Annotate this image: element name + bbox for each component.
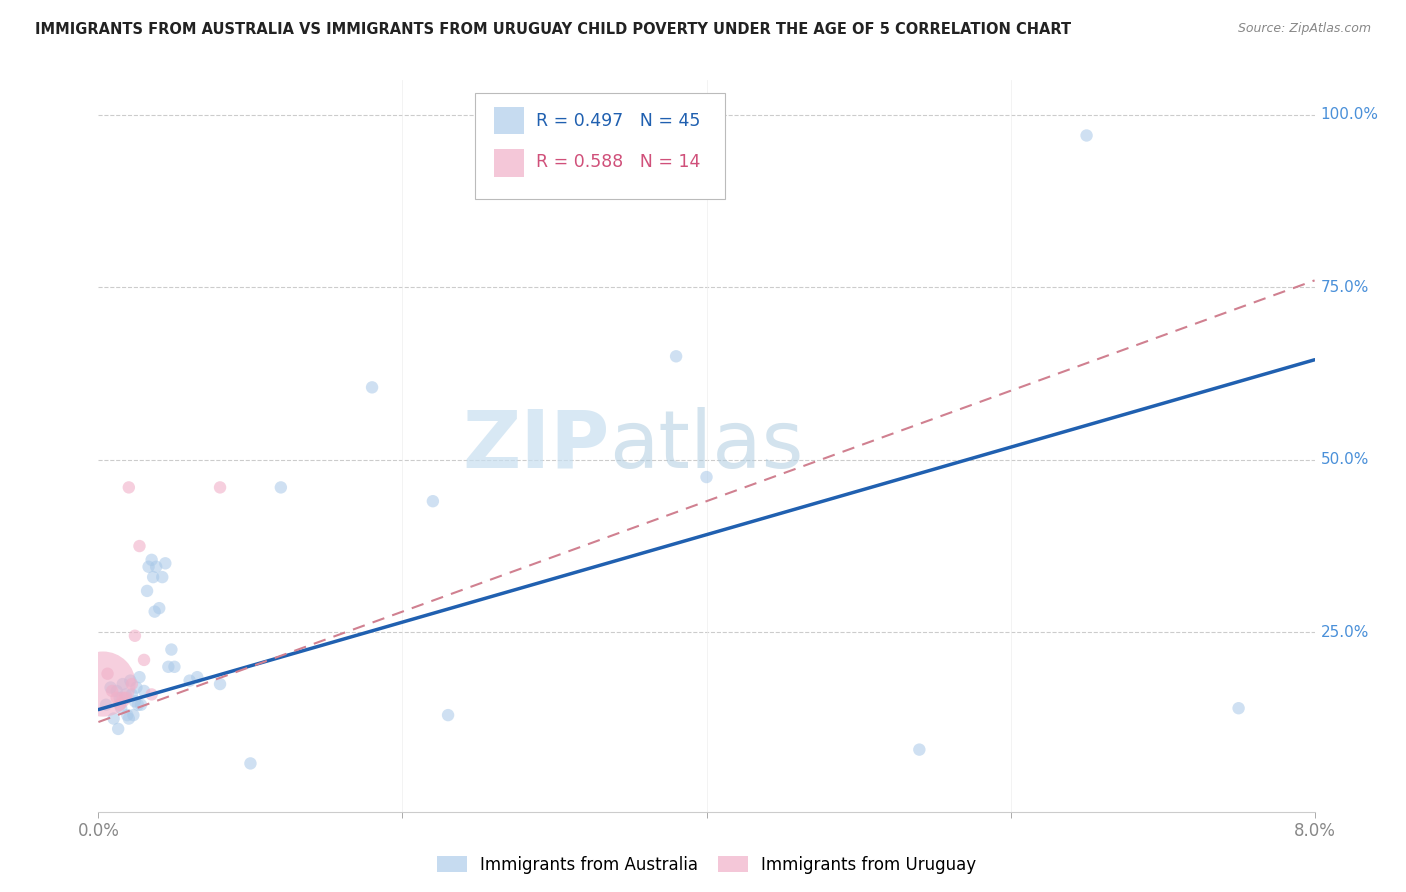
Point	[142, 570, 165, 584]
Point	[141, 687, 163, 701]
Point	[209, 480, 232, 494]
Point	[148, 601, 170, 615]
Point	[128, 539, 150, 553]
Point	[125, 681, 148, 695]
Point	[121, 687, 143, 701]
Point	[696, 470, 718, 484]
Point	[110, 701, 132, 715]
Point	[908, 742, 931, 756]
Legend: Immigrants from Australia, Immigrants from Uruguay: Immigrants from Australia, Immigrants fr…	[430, 849, 983, 880]
Point	[141, 553, 163, 567]
Point	[128, 670, 150, 684]
Text: R = 0.588   N = 14: R = 0.588 N = 14	[536, 153, 700, 171]
Point	[138, 559, 160, 574]
Point	[105, 690, 128, 705]
Point	[239, 756, 262, 771]
Point	[186, 670, 208, 684]
Bar	[494, 149, 524, 177]
Point	[107, 722, 129, 736]
Point	[96, 666, 118, 681]
Point	[103, 712, 125, 726]
Text: Source: ZipAtlas.com: Source: ZipAtlas.com	[1237, 22, 1371, 36]
Point	[114, 690, 136, 705]
Text: IMMIGRANTS FROM AUSTRALIA VS IMMIGRANTS FROM URUGUAY CHILD POVERTY UNDER THE AGE: IMMIGRANTS FROM AUSTRALIA VS IMMIGRANTS …	[35, 22, 1071, 37]
Point	[270, 480, 292, 494]
Point	[132, 653, 155, 667]
Point	[121, 677, 143, 691]
Point	[163, 660, 186, 674]
Point	[120, 673, 142, 688]
Point	[437, 708, 460, 723]
Point	[108, 698, 131, 712]
Point	[157, 660, 180, 674]
Point	[100, 681, 122, 695]
Bar	[494, 107, 524, 135]
Text: 25.0%: 25.0%	[1320, 624, 1369, 640]
Point	[132, 684, 155, 698]
Point	[136, 583, 159, 598]
Point	[127, 698, 149, 712]
Point	[1227, 701, 1250, 715]
Point	[124, 629, 146, 643]
Point	[94, 698, 117, 712]
Point	[160, 642, 183, 657]
Point	[91, 677, 114, 691]
Point	[117, 708, 139, 723]
Text: ZIP: ZIP	[463, 407, 609, 485]
Point	[114, 687, 136, 701]
Point	[155, 557, 177, 571]
Text: R = 0.497   N = 45: R = 0.497 N = 45	[536, 112, 700, 129]
Point	[122, 708, 145, 723]
Point	[129, 698, 152, 712]
FancyBboxPatch shape	[475, 93, 724, 199]
Point	[108, 690, 131, 705]
Point	[179, 673, 201, 688]
Point	[111, 677, 134, 691]
Point	[361, 380, 384, 394]
Point	[209, 677, 232, 691]
Point	[665, 349, 688, 363]
Point	[124, 694, 146, 708]
Point	[105, 684, 128, 698]
Point	[101, 684, 124, 698]
Text: 100.0%: 100.0%	[1320, 107, 1379, 122]
Point	[143, 605, 166, 619]
Point	[150, 570, 173, 584]
Point	[422, 494, 444, 508]
Point	[118, 480, 141, 494]
Point	[1076, 128, 1098, 143]
Text: 50.0%: 50.0%	[1320, 452, 1369, 467]
Point	[111, 690, 134, 705]
Text: 75.0%: 75.0%	[1320, 280, 1369, 294]
Text: atlas: atlas	[609, 407, 804, 485]
Point	[118, 712, 141, 726]
Point	[145, 559, 167, 574]
